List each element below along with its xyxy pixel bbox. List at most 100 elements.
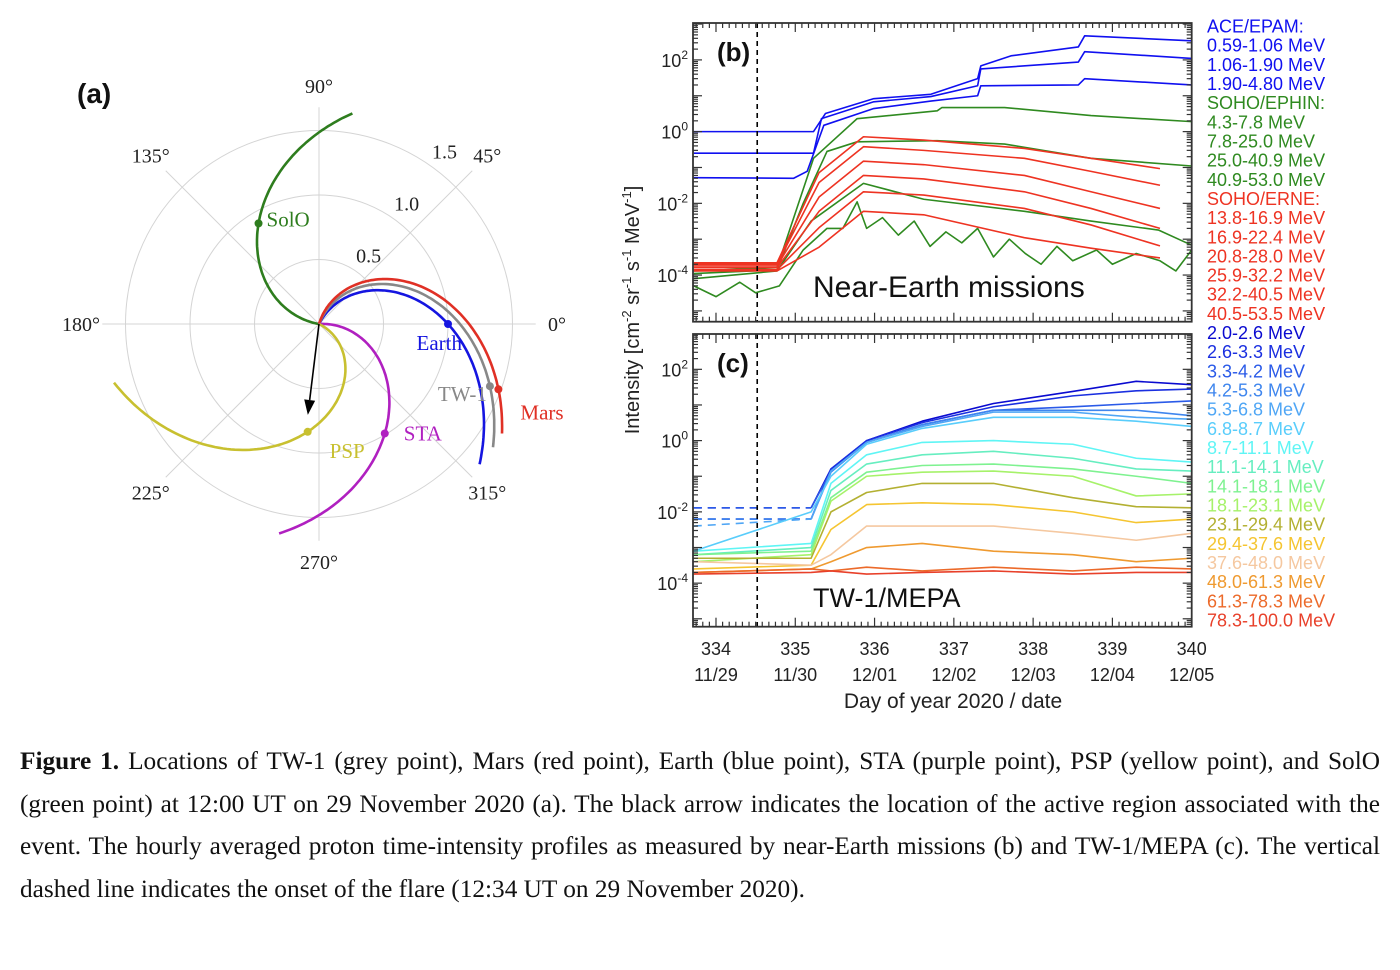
series-line [693, 50, 1192, 155]
y-tick-exponent: -4 [677, 571, 688, 585]
radial-tick-label: 0.5 [356, 246, 381, 268]
series-line [693, 450, 1192, 556]
series-line [693, 190, 1161, 271]
legend-entry: 40.9-53.0 MeV [1207, 170, 1325, 190]
legend-entry: 4.2-5.3 MeV [1207, 381, 1305, 401]
x-tick-label: 334 [701, 639, 731, 659]
legend-entry: 61.3-78.3 MeV [1207, 591, 1325, 611]
y-tick-base: 10 [661, 51, 681, 71]
series-line [693, 77, 1192, 180]
series-line [693, 182, 1192, 280]
angle-tick-label: 270° [300, 552, 338, 574]
x-tick-date-label: 12/01 [852, 665, 897, 685]
panel-label: (b) [717, 37, 750, 67]
body-point-earth [444, 320, 452, 328]
series-line [693, 542, 1192, 574]
x-axis-label: Day of year 2020 / date [844, 690, 1062, 713]
body-label: STA [404, 421, 443, 445]
y-tick-label: 10-4 [657, 571, 688, 594]
y-tick-exponent: 0 [681, 429, 688, 443]
y-label-part: sr [622, 288, 644, 311]
caption-label: Figure 1. [20, 747, 120, 775]
x-tick-label: 336 [860, 639, 890, 659]
series-line [693, 210, 1161, 272]
legend-entry: SOHO/ERNE: [1207, 189, 1320, 209]
panel-a-polar-plot: (a) 0° 45° 90° 135° 180° 225° 270° 315° 0.5 1.0 1.5… [62, 76, 566, 574]
y-tick-base: 10 [661, 432, 681, 452]
grid-spoke [165, 170, 320, 325]
x-tick-date-label: 12/05 [1169, 665, 1214, 685]
legend-entry: 5.3-6.8 MeV [1207, 400, 1305, 420]
legend-entry: 6.8-8.7 MeV [1207, 419, 1305, 439]
series-line [693, 135, 1161, 264]
caption-text: Locations of TW-1 (grey point), Mars (re… [20, 747, 1380, 904]
body-label: PSP [330, 439, 365, 463]
legend-entry: 8.7-11.1 MeV [1207, 438, 1314, 458]
legend-entry: SOHO/EPHIN: [1207, 93, 1325, 113]
legend-entry: 1.06-1.90 MeV [1207, 55, 1325, 75]
y-tick-label: 100 [661, 429, 688, 452]
y-label-part: s [622, 261, 644, 277]
legend-entry: 0.59-1.06 MeV [1207, 36, 1325, 56]
legend-entry: 78.3-100.0 MeV [1207, 610, 1335, 630]
x-tick-date-label: 11/30 [773, 665, 817, 685]
x-tick-label: 340 [1177, 639, 1207, 659]
y-tick-base: 10 [657, 574, 677, 594]
y-tick-label: 10-4 [657, 263, 688, 286]
radial-tick-label: 1.0 [394, 193, 419, 215]
x-tick-date-label: 11/29 [694, 665, 738, 685]
y-tick-base: 10 [661, 360, 681, 380]
angle-tick-label: 180° [62, 314, 100, 336]
spiral-line-earth [318, 288, 486, 465]
plot-frame [692, 333, 1193, 628]
legend-entry: 25.0-40.9 MeV [1207, 151, 1325, 171]
series-line [693, 174, 1161, 269]
series-group [693, 35, 1192, 298]
body-label: SolO [267, 207, 310, 231]
legend-entry: 40.5-53.5 MeV [1207, 304, 1325, 324]
grid-spoke [165, 323, 320, 478]
legend-entry: 16.9-22.4 MeV [1207, 227, 1325, 247]
x-tick-date-label: 12/04 [1090, 665, 1135, 685]
y-tick-label: 100 [661, 120, 688, 143]
x-tick-date-label: 12/03 [1011, 665, 1056, 685]
angle-tick-label: 225° [132, 482, 170, 504]
series-line [693, 482, 1192, 560]
legend-entry: 13.8-16.9 MeV [1207, 208, 1325, 228]
spiral-line-mars [317, 277, 504, 434]
angle-tick-label: 45° [473, 146, 501, 168]
series-line [693, 106, 1192, 272]
legend-entry: 37.6-48.0 MeV [1207, 553, 1325, 573]
legend-entry: 23.1-29.4 MeV [1207, 515, 1325, 535]
body-point-tw-1 [485, 382, 494, 391]
body-label: Earth [417, 331, 463, 355]
spiral-line-solo [255, 112, 353, 326]
spiral-line-sta [278, 322, 391, 535]
y-label-exp: -1 [619, 277, 634, 289]
series-line [693, 416, 1192, 552]
y-tick-exponent: 2 [681, 357, 688, 371]
series-line [693, 145, 1161, 266]
legend-entry: 20.8-28.0 MeV [1207, 246, 1325, 266]
y-tick-label: 102 [661, 48, 688, 71]
series-line [693, 139, 1192, 275]
series-line [693, 463, 1192, 556]
legend-entry: 48.0-61.3 MeV [1207, 572, 1325, 592]
radial-tick-label: 1.5 [432, 141, 457, 163]
angle-tick-label: 135° [132, 146, 170, 168]
series-group [693, 380, 1192, 575]
legend-entry: 7.8-25.0 MeV [1207, 131, 1315, 151]
body-point-psp [303, 427, 312, 436]
legend-entry: 32.2-40.5 MeV [1207, 285, 1325, 305]
series-line [693, 570, 1192, 575]
active-region-arrow-head [304, 399, 316, 415]
series-line [693, 566, 1192, 574]
y-label-main: Intensity [cm [622, 322, 644, 434]
angle-tick-label: 0° [548, 314, 566, 336]
y-label-exp: -1 [619, 191, 634, 203]
body-point-mars [494, 385, 503, 394]
y-label-part: ] [622, 186, 644, 192]
y-tick-exponent: -4 [677, 263, 688, 277]
y-label-exp: -1 [619, 250, 634, 262]
